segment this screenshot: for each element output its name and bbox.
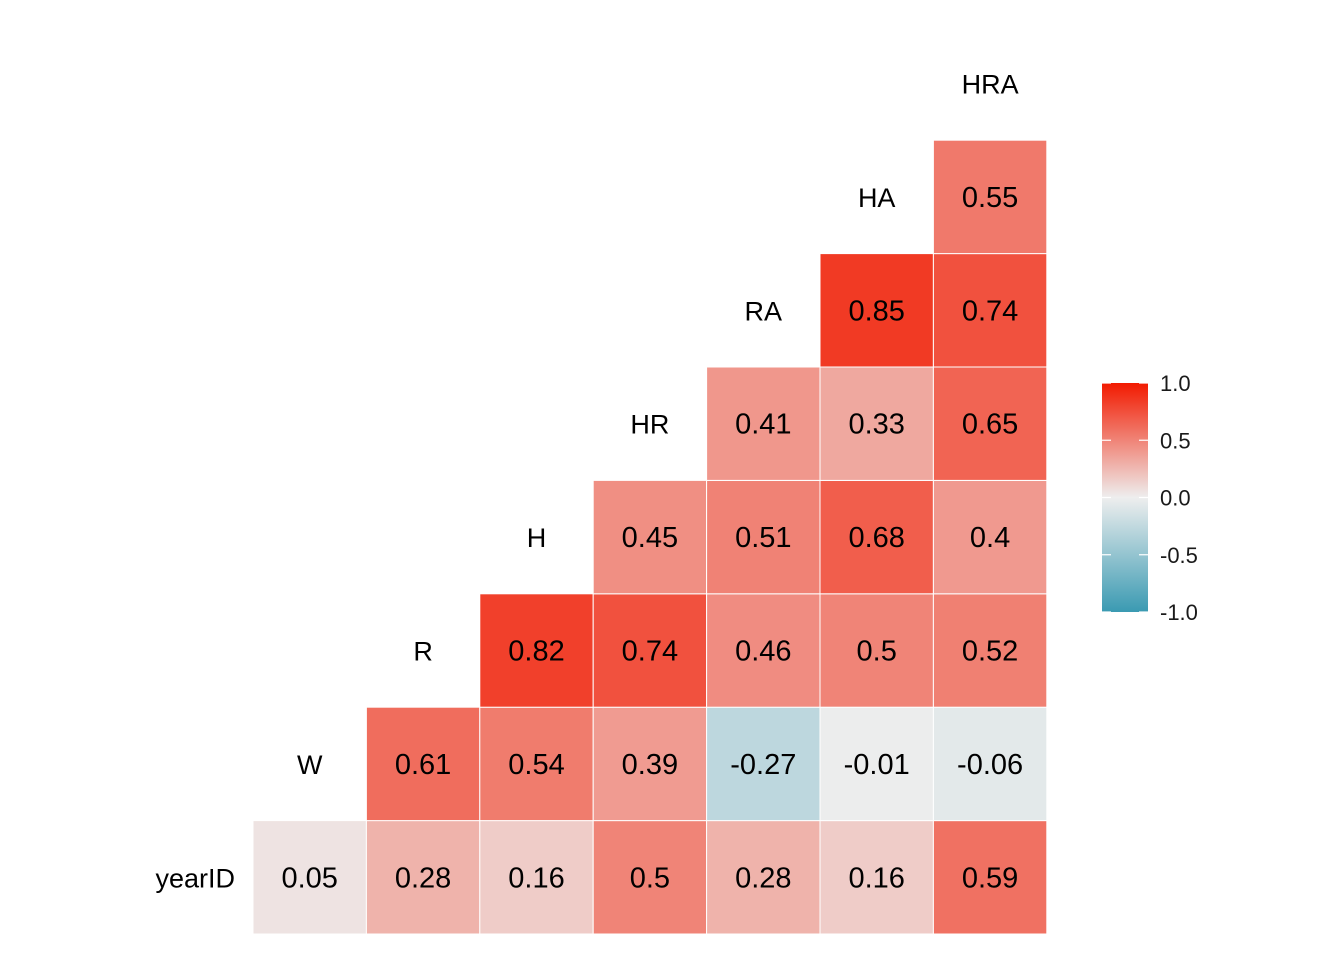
heatmap-cell-HA-yearID xyxy=(819,820,934,935)
cell-value-HRA-RA: 0.74 xyxy=(962,295,1018,327)
variable-label-R: R xyxy=(413,637,433,667)
heatmap-cell-R-W xyxy=(365,706,481,822)
cell-value-HR-H: 0.45 xyxy=(622,522,678,554)
heatmap-cell-HRA-H xyxy=(932,479,1048,595)
cell-value-R-W: 0.61 xyxy=(395,749,451,781)
heatmap-cell-RA-R xyxy=(706,593,821,708)
heatmap-cell-HA-W xyxy=(819,706,934,822)
cell-value-RA-W: -0.27 xyxy=(730,749,796,781)
heatmap-cell-H-yearID xyxy=(479,820,594,935)
legend-tick-label: -1.0 xyxy=(1160,600,1198,625)
heatmap-cell-HA-RA xyxy=(819,253,934,368)
heatmap-cell-R-yearID xyxy=(365,820,481,935)
heatmap-cell-HA-HR xyxy=(819,366,934,481)
heatmap-cell-RA-HR xyxy=(706,366,821,481)
heatmap-cell-HRA-R xyxy=(932,593,1048,708)
cell-value-HA-W: -0.01 xyxy=(844,749,910,781)
cell-value-RA-yearID: 0.28 xyxy=(735,862,791,894)
cell-value-HA-yearID: 0.16 xyxy=(848,862,904,894)
heatmap-cell-HRA-HA xyxy=(932,139,1048,255)
heatmap-cell-W-yearID xyxy=(252,820,367,935)
cell-value-HRA-R: 0.52 xyxy=(962,636,1018,668)
cell-value-HA-R: 0.5 xyxy=(857,636,897,668)
heatmap-cell-HR-yearID xyxy=(592,820,708,935)
cell-value-H-R: 0.82 xyxy=(508,636,564,668)
cell-value-HRA-HR: 0.65 xyxy=(962,409,1018,441)
variable-labels: yearID W R H HR RA HA HRA xyxy=(155,70,1018,894)
variable-label-HA: HA xyxy=(858,183,896,213)
cell-value-W-yearID: 0.05 xyxy=(281,862,337,894)
variable-label-yearID: yearID xyxy=(155,863,235,893)
cell-value-HRA-W: -0.06 xyxy=(957,749,1023,781)
variable-label-RA: RA xyxy=(745,296,783,326)
cell-value-HA-RA: 0.85 xyxy=(848,295,904,327)
heatmap-cell-RA-W xyxy=(706,706,821,822)
heatmap-cell-HRA-W xyxy=(932,706,1048,822)
cell-value-H-W: 0.54 xyxy=(508,749,564,781)
cell-value-HR-W: 0.39 xyxy=(622,749,678,781)
heatmap-cell-H-R xyxy=(479,593,594,708)
variable-label-H: H xyxy=(527,523,547,553)
cell-value-HR-yearID: 0.5 xyxy=(630,862,670,894)
heatmap-cell-HA-H xyxy=(819,479,934,595)
cell-value-RA-R: 0.46 xyxy=(735,636,791,668)
cell-value-HA-HR: 0.33 xyxy=(848,409,904,441)
cell-value-HRA-HA: 0.55 xyxy=(962,182,1018,214)
color-legend: 1.0 0.5 0.0 -0.5 -1.0 xyxy=(1102,371,1198,625)
legend-tick-label: 0.5 xyxy=(1160,428,1191,453)
variable-label-W: W xyxy=(297,750,323,780)
cell-value-H-yearID: 0.16 xyxy=(508,862,564,894)
heatmap-cell-H-W xyxy=(479,706,594,822)
cell-value-R-yearID: 0.28 xyxy=(395,862,451,894)
heatmap-cell-HR-W xyxy=(592,706,708,822)
cell-value-HR-R: 0.74 xyxy=(622,636,678,668)
heatmap-cell-HA-R xyxy=(819,593,934,708)
cell-value-HRA-yearID: 0.59 xyxy=(962,862,1018,894)
heatmap-cell-HRA-HR xyxy=(932,366,1048,481)
legend-tick-label: 0.0 xyxy=(1160,486,1191,511)
heatmap-cells: 0.05 0.28 0.61 0.16 0.54 0.82 0.5 0.39 0.74 0.45 0… xyxy=(252,139,1048,935)
cell-value-RA-HR: 0.41 xyxy=(735,409,791,441)
legend-tick-label: 1.0 xyxy=(1160,371,1191,396)
cell-value-RA-H: 0.51 xyxy=(735,522,791,554)
heatmap-cell-HR-H xyxy=(592,479,708,595)
variable-label-HR: HR xyxy=(630,410,669,440)
variable-label-HRA: HRA xyxy=(962,70,1019,100)
cell-value-HA-H: 0.68 xyxy=(848,522,904,554)
heatmap-cell-HR-R xyxy=(592,593,708,708)
heatmap-cell-HRA-RA xyxy=(932,253,1048,368)
legend-tick-label: -0.5 xyxy=(1160,543,1198,568)
cell-value-HRA-H: 0.4 xyxy=(970,522,1010,554)
